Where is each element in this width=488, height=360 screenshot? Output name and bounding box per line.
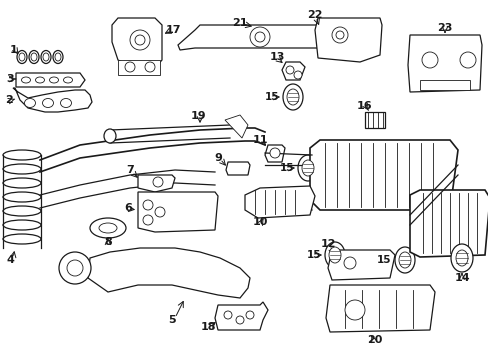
Circle shape [249, 27, 269, 47]
Polygon shape [225, 162, 249, 175]
Text: 13: 13 [269, 52, 284, 62]
Ellipse shape [29, 50, 39, 63]
Ellipse shape [17, 50, 27, 63]
Ellipse shape [325, 242, 345, 268]
Polygon shape [309, 140, 457, 210]
Ellipse shape [3, 206, 41, 216]
Polygon shape [88, 248, 249, 298]
Polygon shape [327, 250, 394, 280]
Polygon shape [215, 302, 267, 330]
Text: 17: 17 [165, 25, 181, 35]
Ellipse shape [21, 77, 30, 83]
Text: 14: 14 [453, 273, 469, 283]
Ellipse shape [41, 50, 51, 63]
Ellipse shape [3, 234, 41, 244]
Text: 15: 15 [264, 92, 279, 102]
Ellipse shape [455, 250, 467, 266]
Circle shape [245, 311, 253, 319]
Circle shape [293, 71, 302, 79]
Circle shape [236, 316, 244, 324]
Text: 15: 15 [306, 250, 321, 260]
Circle shape [331, 27, 347, 43]
Circle shape [343, 257, 355, 269]
Circle shape [285, 66, 293, 74]
Text: 4: 4 [6, 255, 14, 265]
Polygon shape [282, 62, 305, 80]
Polygon shape [112, 18, 162, 70]
Ellipse shape [450, 244, 472, 272]
Ellipse shape [36, 77, 44, 83]
Circle shape [269, 148, 280, 158]
Ellipse shape [63, 77, 72, 83]
Ellipse shape [3, 220, 41, 230]
Circle shape [130, 30, 150, 50]
Polygon shape [244, 186, 314, 218]
Circle shape [155, 207, 164, 217]
Polygon shape [409, 190, 488, 257]
Text: 9: 9 [214, 153, 222, 163]
Polygon shape [178, 25, 339, 50]
Text: 16: 16 [356, 101, 372, 111]
Ellipse shape [24, 99, 36, 108]
Text: 18: 18 [200, 322, 215, 332]
Polygon shape [407, 35, 481, 92]
Circle shape [345, 300, 364, 320]
Ellipse shape [3, 178, 41, 188]
Polygon shape [314, 18, 381, 62]
Polygon shape [13, 88, 92, 112]
Ellipse shape [99, 223, 117, 233]
Ellipse shape [398, 252, 410, 268]
Text: 22: 22 [306, 10, 322, 20]
Circle shape [421, 52, 437, 68]
Circle shape [59, 252, 91, 284]
Polygon shape [16, 73, 85, 87]
Ellipse shape [53, 50, 63, 63]
Polygon shape [364, 112, 384, 128]
Text: 20: 20 [366, 335, 382, 345]
Ellipse shape [3, 192, 41, 202]
Text: 7: 7 [126, 165, 134, 175]
Ellipse shape [283, 84, 303, 110]
Ellipse shape [297, 155, 317, 181]
Ellipse shape [286, 89, 298, 105]
Text: 12: 12 [320, 239, 335, 249]
Text: 1: 1 [10, 45, 18, 55]
Text: 6: 6 [124, 203, 132, 213]
Ellipse shape [49, 77, 59, 83]
Text: 8: 8 [104, 237, 112, 247]
Text: 19: 19 [190, 111, 205, 121]
Ellipse shape [328, 247, 340, 263]
Text: 5: 5 [168, 315, 176, 325]
Polygon shape [118, 60, 160, 75]
Circle shape [153, 177, 163, 187]
Ellipse shape [61, 99, 71, 108]
Text: 15: 15 [376, 255, 390, 265]
Text: 10: 10 [252, 217, 267, 227]
Circle shape [142, 215, 153, 225]
Ellipse shape [90, 218, 126, 238]
Polygon shape [325, 285, 434, 332]
Text: 2: 2 [5, 95, 13, 105]
Polygon shape [138, 192, 218, 232]
Ellipse shape [302, 160, 313, 176]
Ellipse shape [104, 129, 116, 143]
Ellipse shape [3, 150, 41, 160]
Polygon shape [224, 115, 247, 138]
Ellipse shape [3, 164, 41, 174]
Circle shape [125, 62, 135, 72]
Text: 21: 21 [232, 18, 247, 28]
Circle shape [142, 200, 153, 210]
Ellipse shape [42, 99, 53, 108]
Circle shape [224, 311, 231, 319]
Text: 23: 23 [436, 23, 452, 33]
Circle shape [145, 62, 155, 72]
Text: 11: 11 [252, 135, 267, 145]
Text: 15: 15 [279, 163, 294, 173]
Ellipse shape [394, 247, 414, 273]
Polygon shape [138, 175, 175, 192]
Circle shape [459, 52, 475, 68]
Text: 3: 3 [6, 74, 14, 84]
Polygon shape [419, 80, 469, 90]
Polygon shape [264, 145, 285, 162]
